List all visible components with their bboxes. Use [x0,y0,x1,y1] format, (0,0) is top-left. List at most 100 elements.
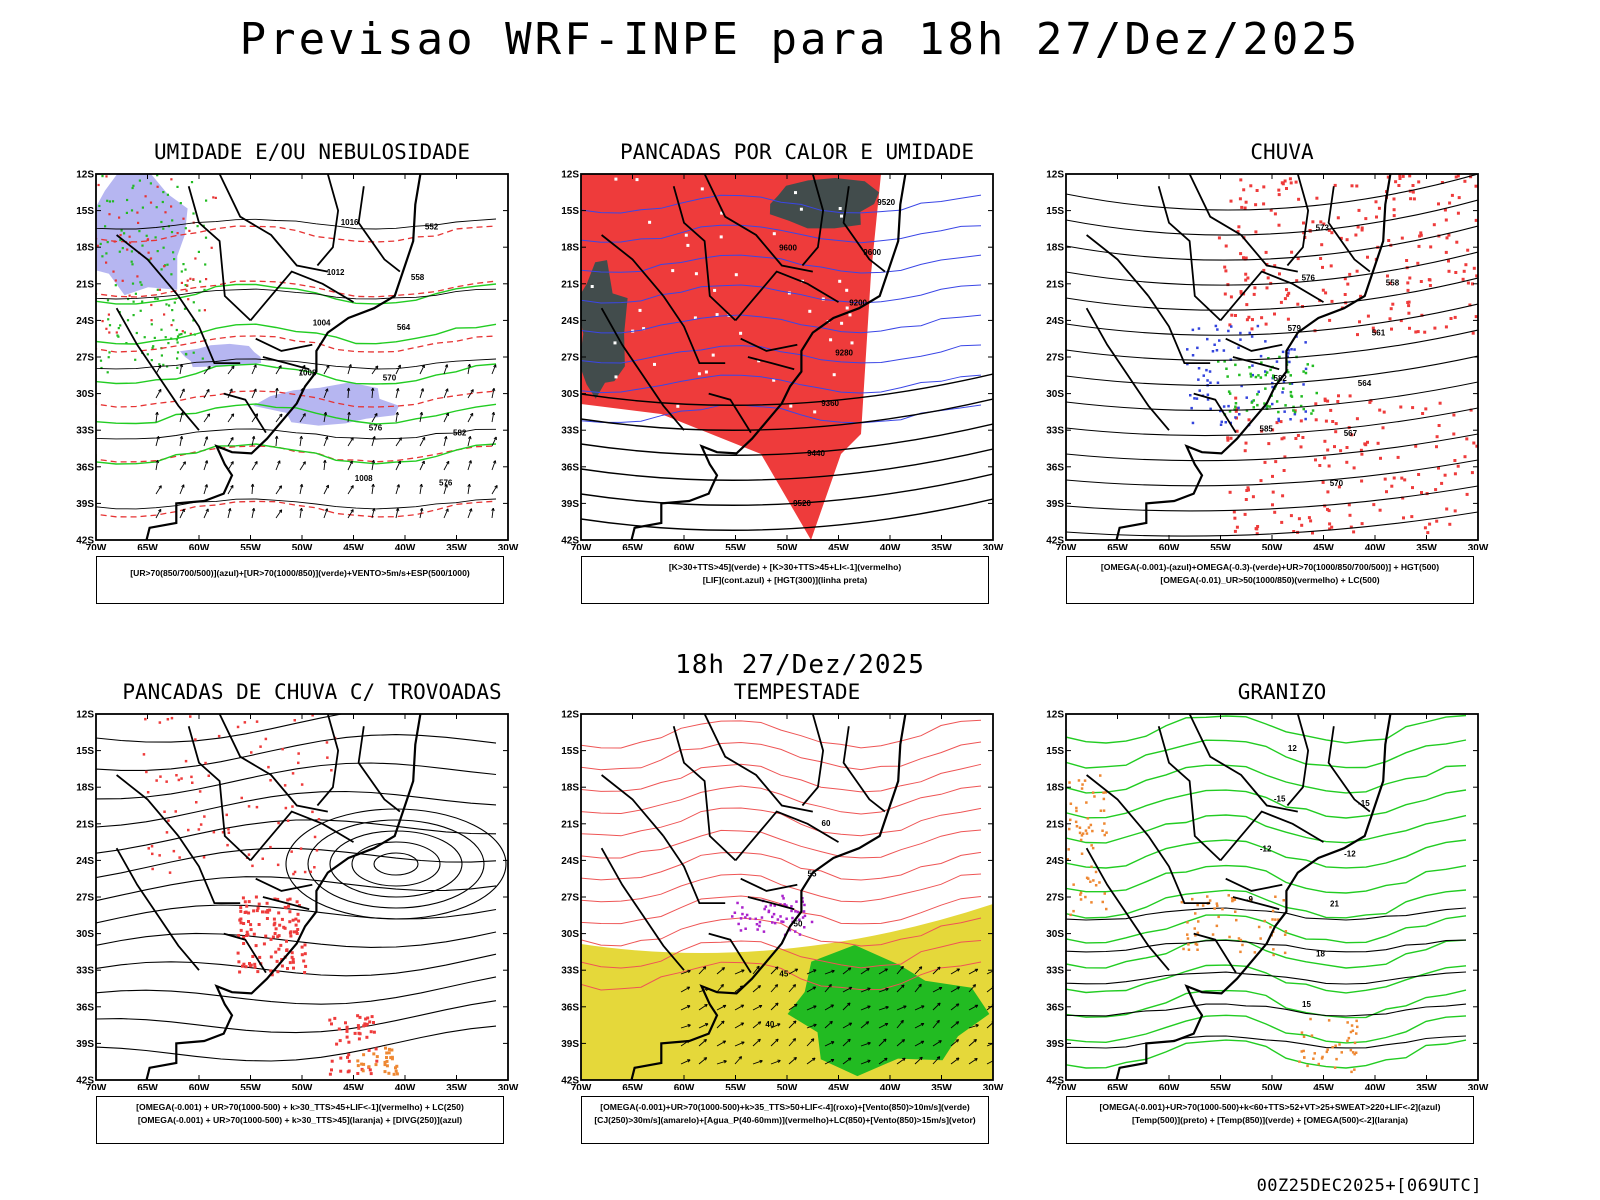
lon-tick-label: 55W [1210,1083,1231,1090]
contour-label: 55 [808,869,817,878]
lat-tick-label: 30S [1046,929,1064,940]
lat-tick-label: 30S [76,389,94,400]
state-border [740,337,798,352]
lon-tick-label: 35W [1416,1083,1437,1090]
lat-tick-label: 18S [561,783,579,794]
lat-tick-label: 27S [76,893,94,904]
lat-tick-label: 42S [76,1076,94,1087]
lat-tick-label: 12S [76,710,94,721]
panel-granizo: GRANIZO -9 -12 -15 12 15 18 21 -12 -15 12S 15S 18S 21… [1042,680,1522,1160]
lat-tick-label: 24S [1046,856,1064,867]
lon-tick-label: 65W [622,1083,643,1090]
map-field-layer: 40 45 50 55 60 [581,714,993,1080]
lon-tick-label: 60W [1159,1083,1180,1090]
lon-tick-label: 70W [86,543,107,550]
lat-tick-label: 42S [1046,536,1064,547]
state-border [316,714,340,807]
lon-tick-label: 45W [1313,1083,1334,1090]
contour-label: 573 [1316,223,1330,232]
state-border [218,174,328,273]
panel-title: TEMPESTADE [733,680,861,704]
lon-tick-label: 30W [498,543,519,550]
lat-tick-label: 15S [561,746,579,757]
lat-tick-label: 36S [1046,1002,1064,1013]
contour-label: 564 [397,323,411,332]
run-stamp: 00Z25DEC2025+[069UTC] [1256,1176,1482,1196]
lon-tick-label: 65W [137,1083,158,1090]
map-field-layer: -9 -12 -15 12 15 18 21 -12 -15 [1066,714,1467,1080]
coastline [630,714,907,1080]
lon-tick-label: 30W [498,1083,519,1090]
legend-box: [OMEGA(-0.001)+UR>70(1000-500)+k>35_TTS>… [581,1096,989,1144]
state-border [801,174,825,267]
lat-tick-label: 12S [561,170,579,181]
lat-tick-label: 18S [1046,243,1064,254]
lon-tick-label: 70W [571,1083,592,1090]
state-border [672,725,737,862]
lon-tick-label: 40W [395,543,416,550]
contour-label: 585 [1260,424,1274,433]
lat-tick-label: 24S [561,856,579,867]
panel-pancadas-calor: PANCADAS POR CALOR E UMIDADE 9600 9520 9440… [557,140,1037,620]
lon-tick-label: 50W [1262,543,1283,550]
lat-tick-label: 21S [1046,279,1064,290]
state-border [1147,295,1211,364]
lat-tick-label: 21S [561,279,579,290]
lon-tick-label: 70W [571,543,592,550]
state-border [255,877,313,892]
state-border [1188,174,1298,273]
panel-title: PANCADAS DE CHUVA C/ TROVOADAS [122,680,502,704]
legend-line: [K>30+TTS>45](verde) + [K>30+TTS>45+LI<-… [668,562,902,572]
state-border [801,714,825,807]
lon-tick-label: 35W [446,543,467,550]
legend-line: [OMEGA(-0.01)_UR>50(1000/850)(vermelho) … [1160,575,1380,585]
contour-label: -12 [1344,849,1356,858]
contour-label: -15 [1358,799,1370,808]
lon-tick-label: 70W [1056,543,1077,550]
contour-label: 582 [453,428,467,437]
state-border [740,877,798,892]
lon-tick-label: 50W [292,543,313,550]
contour-label: 9280 [835,349,853,358]
legend-line: [OMEGA(-0.001)-(azul)+OMEGA(-0.3)-(verde… [1100,562,1440,572]
coastline [145,174,422,540]
legend-box: [K>30+TTS>45](verde) + [K>30+TTS>45+LI<-… [581,556,989,604]
lat-tick-label: 42S [76,536,94,547]
state-border [747,356,795,371]
lat-tick-label: 36S [561,1002,579,1013]
state-border [703,714,813,813]
state-border [115,847,200,971]
lon-tick-label: 65W [1107,543,1128,550]
main-title: Previsao WRF-INPE para 18h 27/Dez/2025 [239,14,1361,65]
contour-label: 9520 [793,499,811,508]
legend-line: [OMEGA(-0.001) + UR>70(1000-500) + k>30_… [136,1102,464,1112]
contour-label: 564 [1358,379,1372,388]
panel-chuva: CHUVA 585 582 579 576 573 570 567 564 561 558 12S 15… [1042,140,1522,620]
lon-tick-label: 60W [189,1083,210,1090]
state-border [708,932,752,974]
state-border [357,186,401,273]
lon-tick-label: 65W [137,543,158,550]
lon-tick-label: 30W [983,543,1004,550]
lon-tick-label: 40W [880,1083,901,1090]
contour-label: 570 [383,373,397,382]
contour-label: 1012 [327,268,345,277]
lat-tick-label: 15S [561,206,579,217]
lat-tick-label: 39S [561,1039,579,1050]
state-border [1157,725,1222,862]
contour-label: 576 [369,424,383,433]
map-field-layer [96,714,507,1080]
lat-tick-label: 36S [1046,462,1064,473]
lat-tick-label: 36S [76,1002,94,1013]
lat-tick-label: 33S [561,966,579,977]
lat-tick-label: 24S [76,856,94,867]
legend-line: [UR>70(850/700/500)](azul)+[UR>70(1000/8… [130,568,470,578]
lon-tick-label: 35W [446,1083,467,1090]
legend-line: [Temp(500)](preto) + [Temp(850)](verde) … [1132,1115,1408,1125]
lat-tick-label: 21S [76,819,94,830]
state-border [262,356,310,371]
lat-tick-label: 24S [561,316,579,327]
lon-tick-label: 45W [343,1083,364,1090]
state-border [1086,774,1150,837]
contour-label: 50 [794,920,803,929]
